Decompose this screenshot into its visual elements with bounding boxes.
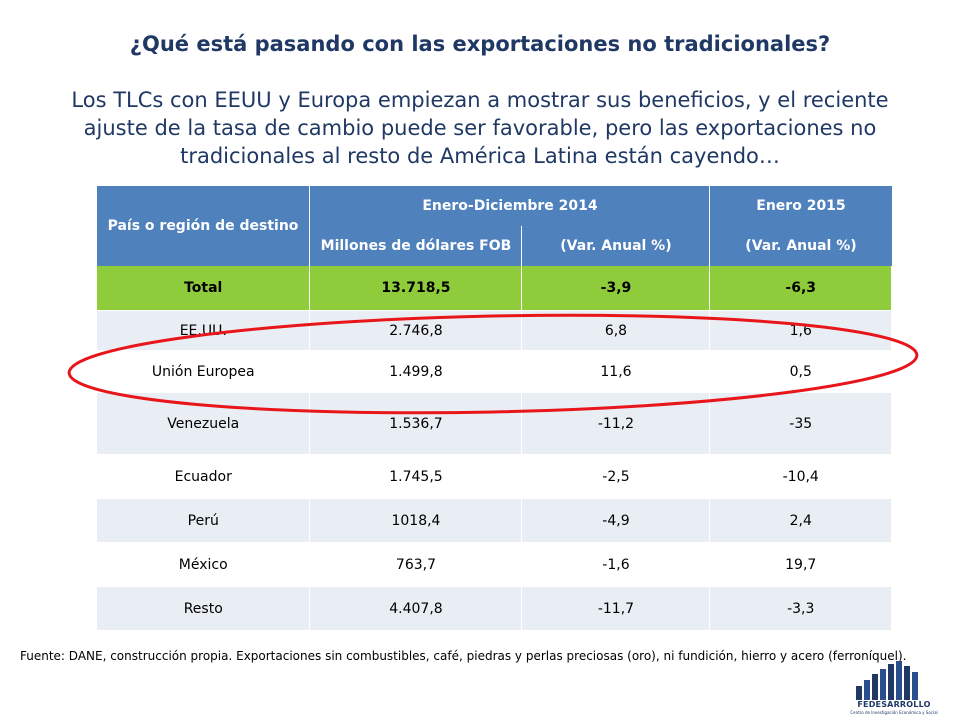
- header-var-2014: (Var. Anual %): [521, 226, 710, 266]
- cell-var-2015: -3,3: [709, 586, 892, 631]
- table-row: Perú 1018,4 -4,9 2,4: [95, 498, 892, 543]
- cell-country: Ecuador: [95, 454, 311, 499]
- cell-var-2015: -35: [709, 392, 892, 455]
- fedesarrollo-logo: FEDESARROLLO Centro de Investigación Eco…: [846, 660, 942, 718]
- header-var-2015: (Var. Anual %): [709, 226, 892, 266]
- source-footnote: Fuente: DANE, construcción propia. Expor…: [20, 649, 907, 663]
- cell-millions: 1018,4: [309, 498, 523, 543]
- cell-var-2014: 11,6: [521, 350, 711, 393]
- slide-title: ¿Qué está pasando con las exportaciones …: [129, 32, 831, 56]
- table-row: Venezuela 1.536,7 -11,2 -35: [95, 392, 892, 455]
- exports-table: País o región de destino Enero-Diciembre…: [95, 186, 892, 631]
- cell-millions: 2.746,8: [309, 310, 523, 351]
- table-row: Ecuador 1.745,5 -2,5 -10,4: [95, 454, 892, 499]
- header-period-2014: Enero-Diciembre 2014: [309, 186, 710, 226]
- header-country: País o región de destino: [96, 186, 310, 266]
- header-period-2015: Enero 2015: [709, 186, 892, 226]
- slide-subtitle: Los TLCs con EEUU y Europa empiezan a mo…: [71, 88, 889, 168]
- cell-country: Perú: [95, 498, 311, 543]
- cell-var-2015: 1,6: [709, 310, 892, 351]
- cell-var-2014: -11,2: [521, 392, 711, 455]
- cell-millions: 1.499,8: [309, 350, 523, 393]
- cell-var-2014: -3,9: [521, 266, 711, 311]
- cell-var-2015: 19,7: [709, 542, 892, 587]
- header-millions: Millones de dólares FOB: [309, 226, 522, 266]
- table-row-total: Total 13.718,5 -3,9 -6,3: [95, 266, 892, 311]
- logo-tagline: Centro de Investigación Económica y Soci…: [850, 710, 938, 715]
- cell-millions: 1.536,7: [309, 392, 523, 455]
- cell-country: México: [95, 542, 311, 587]
- cell-var-2014: 6,8: [521, 310, 711, 351]
- cell-var-2015: 2,4: [709, 498, 892, 543]
- cell-var-2014: -4,9: [521, 498, 711, 543]
- cell-var-2015: 0,5: [709, 350, 892, 393]
- cell-country: EE.UU.: [95, 310, 311, 351]
- table-row: EE.UU. 2.746,8 6,8 1,6: [95, 310, 892, 351]
- cell-country: Unión Europea: [95, 350, 311, 393]
- cell-millions: 13.718,5: [309, 266, 523, 311]
- cell-var-2015: -6,3: [709, 266, 892, 311]
- cell-var-2015: -10,4: [709, 454, 892, 499]
- cell-country: Total: [95, 266, 311, 311]
- cell-country: Venezuela: [95, 392, 311, 455]
- logo-name: FEDESARROLLO: [857, 700, 931, 709]
- cell-country: Resto: [95, 586, 311, 631]
- logo-bars-icon: [856, 661, 918, 700]
- cell-millions: 4.407,8: [309, 586, 523, 631]
- table-row: México 763,7 -1,6 19,7: [95, 542, 892, 587]
- cell-var-2014: -1,6: [521, 542, 711, 587]
- cell-var-2014: -2,5: [521, 454, 711, 499]
- table-row: Resto 4.407,8 -11,7 -3,3: [95, 586, 892, 631]
- cell-var-2014: -11,7: [521, 586, 711, 631]
- cell-millions: 1.745,5: [309, 454, 523, 499]
- table-row: Unión Europea 1.499,8 11,6 0,5: [95, 350, 892, 393]
- cell-millions: 763,7: [309, 542, 523, 587]
